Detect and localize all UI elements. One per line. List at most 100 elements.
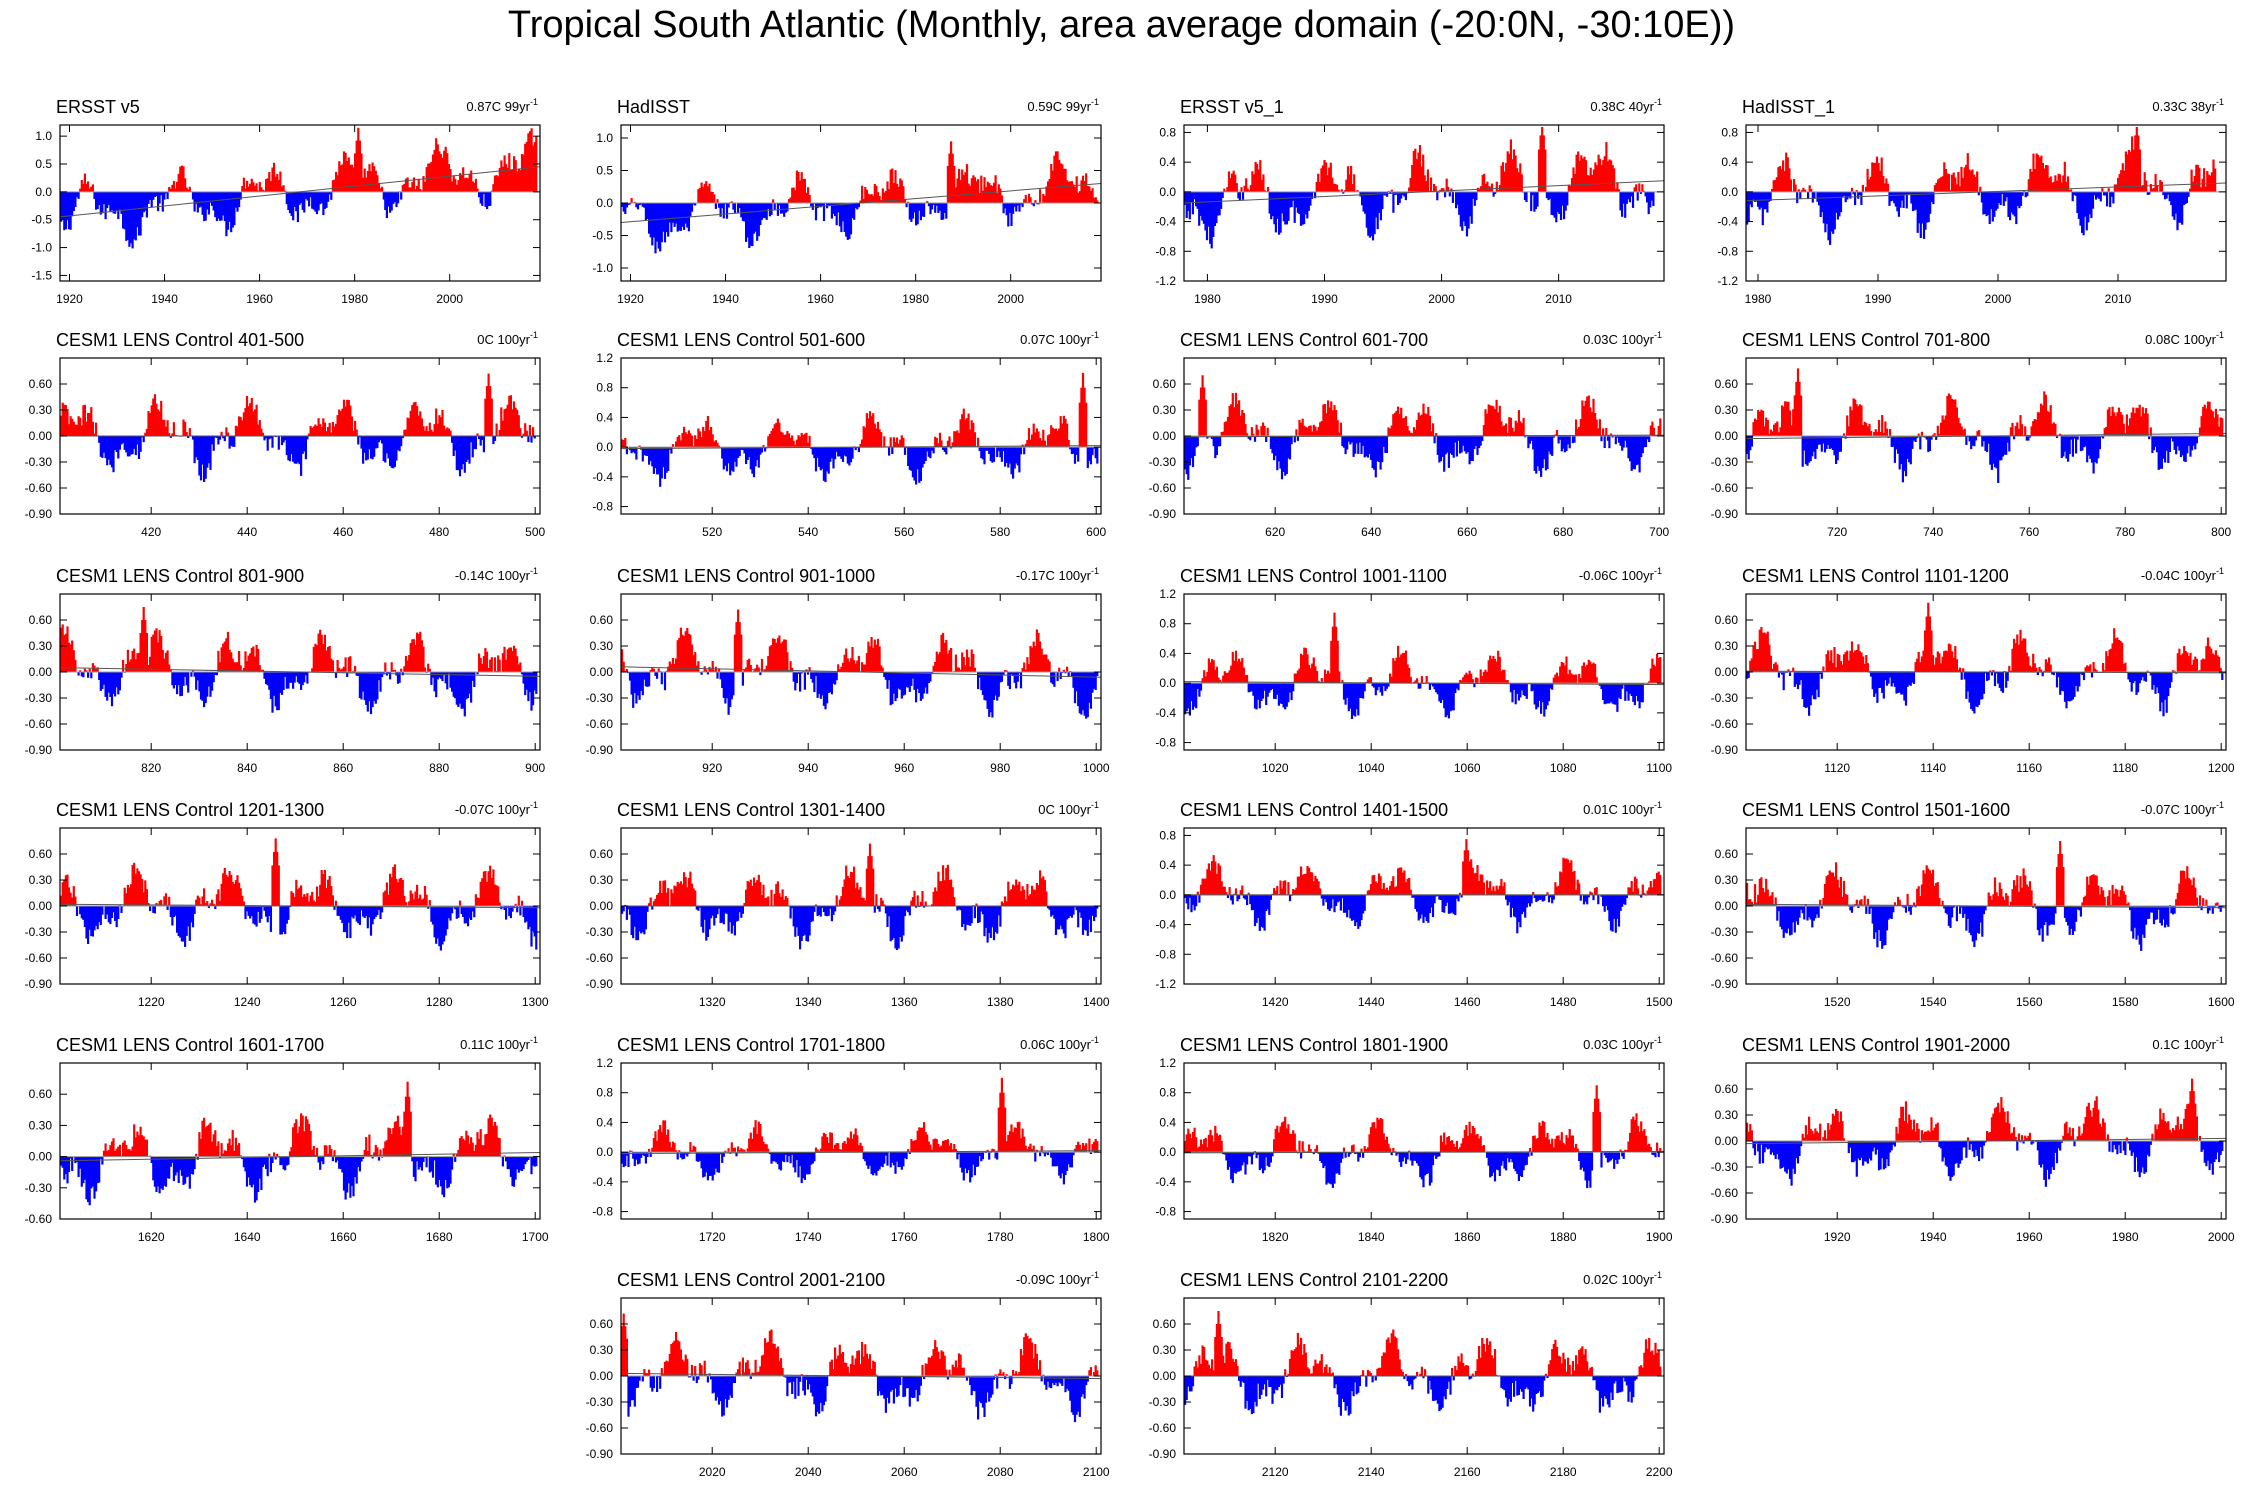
anomaly-bar <box>2060 182 2063 192</box>
y-tick-label: 0.00 <box>29 429 53 443</box>
anomaly-bar <box>490 877 493 906</box>
anomaly-bar <box>366 436 369 460</box>
anomaly-bar <box>433 906 436 938</box>
anomaly-bar <box>2055 180 2059 192</box>
anomaly-bar <box>2130 672 2133 692</box>
anomaly-bar <box>984 672 988 701</box>
anomaly-bar <box>535 672 538 694</box>
anomaly-bar <box>719 672 722 680</box>
anomaly-bar <box>1349 436 1352 445</box>
anomaly-bar <box>1080 180 1083 203</box>
anomaly-bar <box>841 662 845 672</box>
anomaly-bar <box>908 672 911 692</box>
anomaly-bar <box>830 906 833 922</box>
anomaly-bar <box>2024 638 2027 672</box>
anomaly-bar <box>311 891 314 906</box>
anomaly-bar <box>276 851 279 906</box>
anomaly-bar <box>1946 396 1949 436</box>
anomaly-bar <box>485 882 489 906</box>
anomaly-bar <box>632 672 635 708</box>
anomaly-bar <box>1877 163 1880 192</box>
anomaly-bar <box>2073 191 2076 195</box>
anomaly-bar <box>958 168 961 203</box>
anomaly-bar <box>752 877 756 906</box>
anomaly-bar <box>1347 894 1350 910</box>
anomaly-bar <box>524 906 527 923</box>
anomaly-bar <box>1385 436 1388 453</box>
anomaly-bar <box>1282 683 1285 708</box>
anomaly-bar <box>301 191 304 210</box>
anomaly-bar <box>810 906 813 923</box>
anomaly-bar <box>1236 894 1239 902</box>
anomaly-bar <box>1293 191 1296 223</box>
anomaly-bar <box>1617 683 1621 698</box>
anomaly-bar <box>954 654 957 672</box>
anomaly-bar <box>1586 175 1589 192</box>
x-tick-label: 660 <box>1457 525 1477 539</box>
anomaly-bar <box>1462 861 1465 895</box>
anomaly-bar <box>1203 387 1206 436</box>
anomaly-bar <box>63 191 66 231</box>
anomaly-bar <box>2144 672 2148 682</box>
anomaly-bar <box>1638 683 1641 709</box>
anomaly-bar <box>401 880 404 906</box>
anomaly-bar <box>1274 191 1277 233</box>
anomaly-bar <box>1812 436 1815 452</box>
anomaly-bar <box>268 672 271 690</box>
anomaly-bar <box>1538 149 1541 192</box>
anomaly-bar <box>2202 658 2205 672</box>
anomaly-bar <box>1746 191 1749 225</box>
x-tick-label: 1300 <box>522 995 549 1009</box>
anomaly-bar <box>1551 894 1554 904</box>
anomaly-bar <box>1236 403 1239 436</box>
anomaly-bar <box>199 191 203 207</box>
anomaly-bar <box>93 191 96 200</box>
anomaly-bar <box>1892 672 1895 684</box>
anomaly-bar <box>1929 191 1932 214</box>
anomaly-bar <box>1478 880 1481 895</box>
anomaly-bar <box>341 668 344 672</box>
anomaly-bar <box>1271 893 1274 895</box>
anomaly-bar <box>1465 436 1468 454</box>
anomaly-bar <box>1784 672 1787 674</box>
anomaly-bar <box>1824 191 1827 233</box>
anomaly-bar <box>2028 436 2032 438</box>
anomaly-bar <box>1204 399 1207 436</box>
anomaly-bar <box>1431 683 1435 687</box>
anomaly-bar <box>772 638 775 672</box>
anomaly-bar <box>663 672 667 691</box>
anomaly-bar <box>1471 679 1474 684</box>
anomaly-bar <box>694 652 697 672</box>
anomaly-bar <box>794 906 797 937</box>
anomaly-bar <box>1880 157 1883 192</box>
anomaly-bar <box>830 447 833 459</box>
anomaly-bar <box>393 191 396 203</box>
anomaly-bar <box>710 669 713 672</box>
anomaly-bar <box>948 880 951 906</box>
anomaly-bar <box>1195 191 1198 207</box>
y-tick-label: 0.00 <box>29 665 53 679</box>
anomaly-bar <box>1497 412 1500 436</box>
anomaly-bar <box>255 906 258 927</box>
anomaly-bar <box>527 672 530 702</box>
trend-line <box>1183 434 1665 438</box>
anomaly-bar <box>484 398 487 436</box>
anomaly-bar <box>921 447 924 468</box>
anomaly-bar <box>1486 413 1489 436</box>
anomaly-bar <box>1865 423 1868 436</box>
anomaly-bar <box>708 906 711 930</box>
anomaly-bar <box>1471 436 1474 461</box>
anomaly-bar <box>481 191 484 206</box>
anomaly-bar <box>1849 650 1852 672</box>
anomaly-bar <box>203 436 206 482</box>
anomaly-bar <box>96 667 99 672</box>
anomaly-bar <box>1492 191 1495 197</box>
anomaly-bar <box>479 436 482 446</box>
y-tick-label: 0.8 <box>596 381 613 395</box>
anomaly-bar <box>273 162 276 192</box>
anomaly-bar <box>779 643 783 672</box>
anomaly-bar <box>196 672 199 681</box>
anomaly-bar <box>651 447 654 467</box>
anomaly-bar <box>845 203 848 237</box>
anomaly-bar <box>746 880 749 906</box>
